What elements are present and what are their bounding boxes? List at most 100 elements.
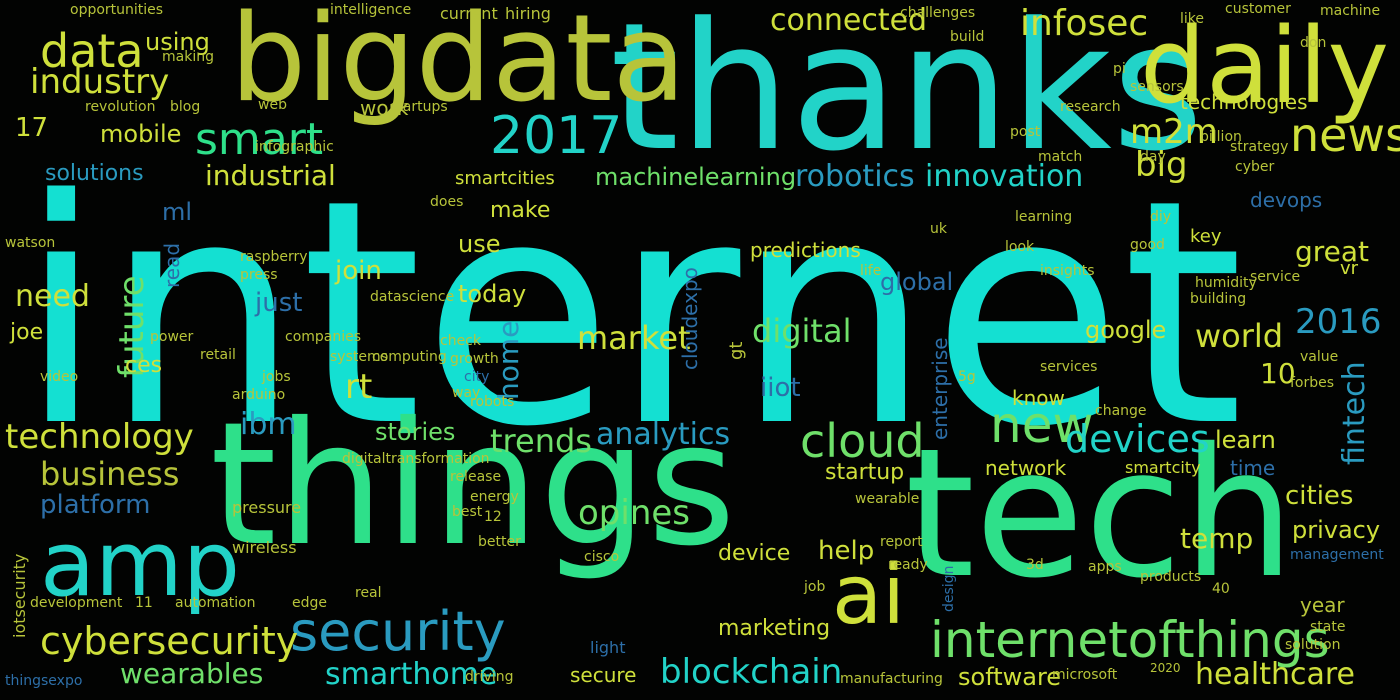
word-global: global — [880, 268, 954, 296]
word-network: network — [985, 456, 1067, 480]
word-gt: gt — [726, 341, 747, 360]
word-development: development — [30, 595, 123, 611]
word-pi: pi — [1113, 61, 1126, 77]
word-companies: companies — [285, 329, 362, 345]
word-read: read — [160, 242, 184, 288]
word-internet: internet — [18, 134, 1244, 495]
word-make: make — [490, 198, 551, 223]
word-services: services — [1040, 359, 1098, 375]
word-google: google — [1085, 316, 1167, 344]
word-devices: devices — [1065, 417, 1210, 461]
word-40: 40 — [1212, 581, 1230, 597]
word-best: best — [452, 504, 483, 520]
word-power: power — [150, 329, 194, 345]
word-watson: watson — [5, 235, 56, 251]
word-does: does — [430, 194, 464, 210]
word-sensors: sensors — [1130, 79, 1184, 95]
word-news: news — [1290, 108, 1400, 162]
word-device: device — [718, 541, 791, 566]
word-technology: technology — [5, 417, 194, 457]
word-industrial: industrial — [205, 159, 336, 192]
word-automation: automation — [175, 595, 256, 611]
word-report: report — [880, 534, 923, 550]
word-wireless: wireless — [232, 538, 297, 557]
word-infographic: infographic — [255, 139, 334, 155]
word-ai: ai — [832, 548, 906, 643]
word-privacy: privacy — [1292, 516, 1381, 544]
word-help: help — [818, 536, 875, 566]
word-microsoft: microsoft — [1052, 667, 1118, 683]
word-big: big — [1135, 145, 1188, 185]
word-trends: trends — [490, 422, 592, 460]
word-humidity: humidity — [1195, 275, 1257, 291]
word-solutions: solutions — [45, 161, 144, 186]
word-using: using — [145, 28, 210, 56]
word-platform: platform — [40, 490, 151, 520]
word-raspberry: raspberry — [240, 249, 308, 265]
word-2016: 2016 — [1295, 302, 1382, 342]
word-ibm: ibm — [240, 407, 297, 442]
word-thingsexpo: thingsexpo — [5, 673, 83, 689]
word-build: build — [950, 29, 985, 45]
word-cloudexpo: cloudexpo — [678, 267, 702, 370]
word-look: look — [1005, 239, 1035, 255]
word-security: security — [290, 600, 506, 663]
word-digitaltransformation: digitaltransformation — [342, 451, 490, 467]
word-time: time — [1230, 456, 1276, 480]
word-secure: secure — [570, 663, 637, 687]
word-cloud: cloud — [800, 414, 925, 468]
word-mobile: mobile — [100, 120, 182, 148]
word-key: key — [1190, 226, 1222, 247]
word-amp: amp — [40, 512, 240, 617]
word-cyber: cyber — [1235, 159, 1275, 175]
word-day: day — [1140, 149, 1166, 165]
word-fintech: fintech — [1337, 361, 1372, 465]
word-cisco: cisco — [584, 549, 620, 565]
word-today: today — [458, 280, 527, 308]
word-machine: machine — [1320, 3, 1381, 19]
word-world: world — [1195, 317, 1284, 355]
word-robots: robots — [470, 394, 515, 410]
word-management: management — [1290, 547, 1384, 563]
word-stories: stories — [375, 418, 456, 446]
word-17: 17 — [15, 113, 49, 143]
word-ces: ces — [125, 353, 163, 378]
word-cities: cities — [1285, 481, 1354, 511]
word-products: products — [1140, 569, 1202, 585]
word-2020: 2020 — [1150, 661, 1181, 675]
word-data: data — [40, 24, 144, 78]
word-intelligence: intelligence — [330, 2, 412, 18]
word-datascience: datascience — [370, 289, 455, 305]
word-challenges: challenges — [900, 5, 976, 21]
word-forbes: forbes — [1290, 375, 1335, 391]
word-cybersecurity: cybersecurity — [40, 619, 299, 663]
word-computing: computing — [372, 349, 447, 365]
word-check: check — [440, 333, 481, 349]
word-energy: energy — [470, 489, 519, 505]
word-match: match — [1038, 149, 1083, 165]
word-bigdata: bigdata — [230, 0, 686, 129]
word-11: 11 — [135, 595, 153, 611]
word-12: 12 — [484, 509, 502, 525]
word-robotics: robotics — [795, 159, 915, 194]
word-don: don — [1300, 35, 1327, 51]
word-just: just — [255, 288, 303, 318]
word-pressure: pressure — [232, 498, 302, 517]
word-need: need — [15, 279, 90, 314]
word-change: change — [1095, 403, 1147, 419]
word-systems: systems — [330, 349, 388, 365]
word-edge: edge — [292, 595, 327, 611]
word-manufacturing: manufacturing — [840, 671, 943, 687]
word-software: software — [958, 663, 1062, 691]
word-ready: ready — [888, 557, 928, 573]
word-better: better — [478, 534, 521, 550]
word-hiring: hiring — [505, 4, 551, 23]
word-billion: billion — [1200, 129, 1242, 145]
word-driving: driving — [465, 669, 514, 685]
word-smart: smart — [195, 114, 324, 165]
word-building: building — [1190, 291, 1247, 307]
word-machinelearning: machinelearning — [595, 163, 797, 191]
word-retail: retail — [200, 347, 236, 363]
word-great: great — [1295, 235, 1370, 268]
